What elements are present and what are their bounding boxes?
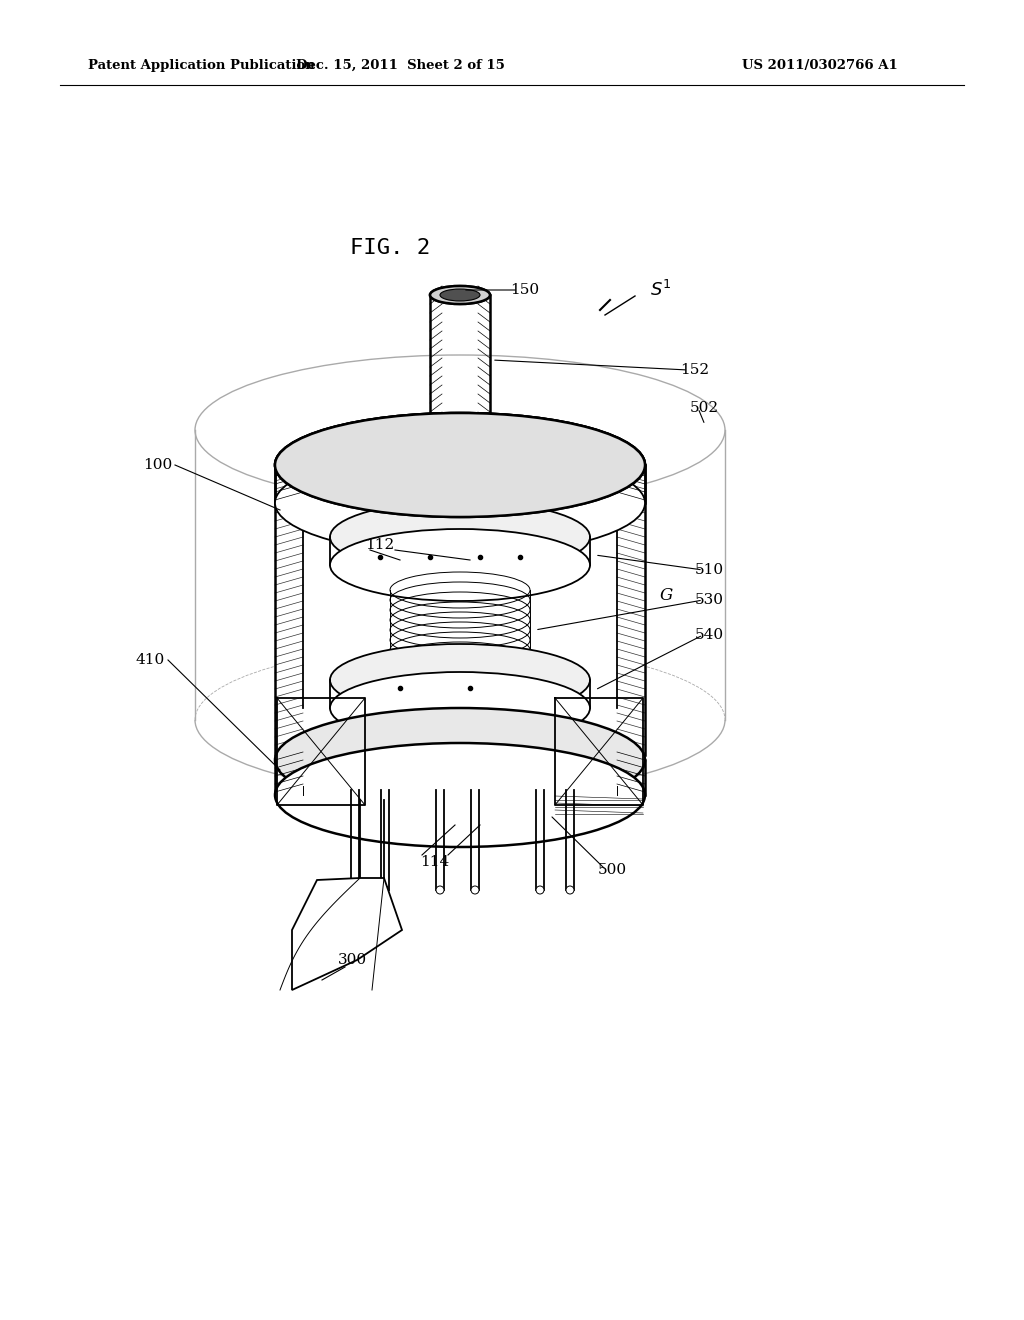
Text: 114: 114 [421, 855, 450, 869]
Text: 152: 152 [680, 363, 710, 378]
Ellipse shape [536, 886, 544, 894]
Text: 500: 500 [598, 863, 627, 876]
Ellipse shape [275, 708, 645, 812]
Text: $S^1$: $S^1$ [650, 280, 672, 300]
Ellipse shape [412, 455, 508, 484]
Ellipse shape [330, 672, 590, 744]
Ellipse shape [330, 644, 590, 715]
Text: 530: 530 [695, 593, 724, 607]
Polygon shape [292, 878, 402, 990]
Text: G: G [660, 586, 673, 603]
Text: 100: 100 [142, 458, 172, 473]
Ellipse shape [275, 413, 645, 517]
Ellipse shape [351, 886, 359, 894]
Ellipse shape [440, 289, 480, 301]
Ellipse shape [430, 286, 490, 304]
Ellipse shape [330, 529, 590, 601]
Ellipse shape [275, 413, 645, 517]
Text: 510: 510 [695, 564, 724, 577]
Text: a: a [465, 471, 471, 480]
Ellipse shape [275, 451, 645, 554]
Text: Patent Application Publication: Patent Application Publication [88, 58, 314, 71]
Text: 540: 540 [695, 628, 724, 642]
Bar [275, 465, 645, 755]
Text: Dec. 15, 2011  Sheet 2 of 15: Dec. 15, 2011 Sheet 2 of 15 [296, 58, 505, 71]
Text: US 2011/0302766 A1: US 2011/0302766 A1 [742, 58, 898, 71]
Text: 112: 112 [366, 539, 394, 552]
Ellipse shape [566, 886, 574, 894]
Text: FIG. 2: FIG. 2 [350, 238, 430, 257]
Ellipse shape [381, 886, 389, 894]
Ellipse shape [471, 886, 479, 894]
Ellipse shape [330, 502, 590, 573]
Ellipse shape [195, 355, 725, 506]
Ellipse shape [275, 413, 645, 517]
Text: 502: 502 [690, 401, 719, 414]
Text: 150: 150 [510, 282, 539, 297]
Text: 410: 410 [136, 653, 165, 667]
Text: 300: 300 [338, 953, 367, 968]
Ellipse shape [430, 286, 490, 304]
Ellipse shape [275, 743, 645, 847]
Ellipse shape [440, 289, 480, 301]
Ellipse shape [436, 886, 444, 894]
